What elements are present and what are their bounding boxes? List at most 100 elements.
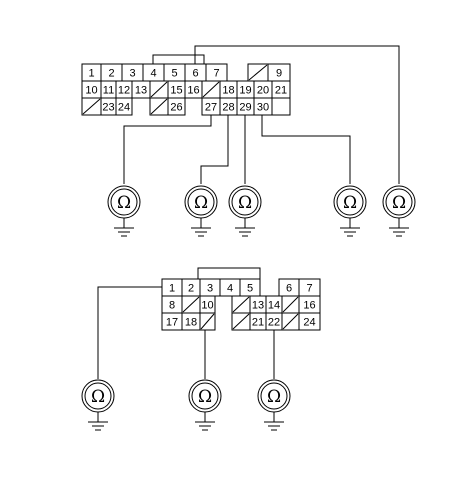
empty-terminal-slash (232, 313, 250, 330)
terminal-cell: 11 (100, 80, 117, 99)
empty-terminal-slash (282, 313, 299, 330)
terminal-number: 3 (129, 68, 135, 80)
terminal-cell: 5 (239, 278, 261, 297)
terminal-cell: 21 (271, 80, 291, 99)
terminal-cell: 14 (265, 295, 283, 314)
ohm-symbol: Ω (392, 193, 406, 213)
terminal-cell (231, 312, 251, 331)
ohm-symbol: Ω (267, 387, 281, 407)
terminal-cell: 5 (163, 63, 186, 82)
terminal-cell: 2 (181, 278, 201, 297)
empty-terminal-slash (150, 98, 168, 115)
terminal-cell: 10 (81, 80, 102, 99)
terminal-number: 8 (169, 300, 175, 312)
terminal-cell: 28 (219, 97, 238, 116)
terminal-number: 9 (276, 68, 282, 80)
terminal-cell (281, 312, 300, 331)
empty-terminal-slash (200, 313, 215, 330)
ground-icon (235, 218, 255, 237)
terminal-cell: 6 (184, 63, 207, 82)
terminal-cell: 30 (253, 97, 273, 116)
terminal-number: 16 (187, 85, 199, 97)
terminal-number: 1 (88, 68, 94, 80)
terminal-number: 17 (166, 317, 178, 329)
ground-icon (264, 412, 284, 431)
terminal-number: 24 (303, 317, 315, 329)
terminal-number: 13 (252, 300, 264, 312)
terminal-number: 4 (150, 68, 156, 80)
terminal-cell (181, 295, 201, 314)
terminal-number: 20 (257, 85, 269, 97)
terminal-cell (271, 97, 291, 116)
terminal-number: 24 (118, 102, 130, 114)
ohm-symbol: Ω (117, 193, 131, 213)
terminal-cell: 3 (121, 63, 144, 82)
ground-icon (389, 218, 409, 237)
terminal-number: 5 (247, 283, 253, 295)
terminal-cell: 7 (205, 63, 228, 82)
empty-terminal-slash (82, 98, 101, 115)
terminal-cell: 13 (249, 295, 267, 314)
ground-icon (114, 218, 134, 237)
terminal-cell (81, 97, 102, 116)
ohmmeter-icon: Ω (107, 185, 141, 219)
terminal-number: 10 (85, 85, 97, 97)
terminal-cell: 2 (100, 63, 123, 82)
ohm-symbol: Ω (198, 387, 212, 407)
terminal-cell: 23 (100, 97, 117, 116)
meters-layer: Ω Ω Ω Ω Ω Ω Ω Ω (81, 185, 416, 431)
terminal-number: 26 (170, 102, 182, 114)
terminal-number: 3 (207, 283, 213, 295)
ohmmeter-icon: Ω (228, 185, 262, 219)
connector-lower: 1 2 3 4 5 6 7 8 10 13 14 16 17 18 21 22 24 (161, 278, 321, 331)
terminal-number: 10 (201, 300, 213, 312)
ohmmeter-icon: Ω (257, 379, 291, 413)
terminal-cell: 13 (131, 80, 151, 99)
terminal-cell: 4 (142, 63, 165, 82)
terminal-number: 14 (268, 300, 280, 312)
terminal-number: 6 (192, 68, 198, 80)
terminal-cell (201, 80, 221, 99)
terminal-cell (149, 80, 169, 99)
terminal-cell: 21 (249, 312, 267, 331)
terminal-cell: 20 (253, 80, 273, 99)
empty-terminal-slash (150, 81, 168, 98)
terminal-cell: 26 (167, 97, 186, 116)
terminal-cell (149, 97, 169, 116)
terminal-cell: 9 (267, 63, 291, 82)
terminal-cell (281, 295, 300, 314)
terminal-cell: 18 (181, 312, 201, 331)
terminal-number: 18 (222, 85, 234, 97)
terminal-number: 7 (306, 283, 312, 295)
terminal-number: 7 (213, 68, 219, 80)
terminal-cell: 8 (161, 295, 183, 314)
terminal-number: 23 (102, 102, 114, 114)
ohm-symbol: Ω (91, 387, 105, 407)
wire (97, 286, 162, 379)
terminal-number: 2 (108, 68, 114, 80)
terminal-number: 18 (185, 317, 197, 329)
terminal-cell: 17 (161, 312, 183, 331)
terminal-cell: 18 (219, 80, 238, 99)
terminal-cell: 10 (199, 295, 216, 314)
ohmmeter-icon: Ω (382, 185, 416, 219)
terminal-cell: 12 (115, 80, 133, 99)
ohm-symbol: Ω (238, 193, 252, 213)
terminal-cell: 16 (298, 295, 321, 314)
ground-icon (88, 412, 108, 431)
wire (194, 45, 400, 184)
terminal-number: 13 (135, 85, 147, 97)
empty-terminal-slash (182, 296, 200, 313)
terminal-cell: 24 (115, 97, 133, 116)
ohm-symbol: Ω (194, 193, 208, 213)
empty-terminal-slash (248, 64, 268, 81)
terminal-cell: 16 (184, 80, 203, 99)
ohmmeter-icon: Ω (333, 185, 367, 219)
wire (197, 267, 261, 279)
terminal-number: 15 (170, 85, 182, 97)
terminal-cell: 27 (201, 97, 221, 116)
terminal-cell: 3 (199, 278, 221, 297)
wire (261, 115, 351, 184)
